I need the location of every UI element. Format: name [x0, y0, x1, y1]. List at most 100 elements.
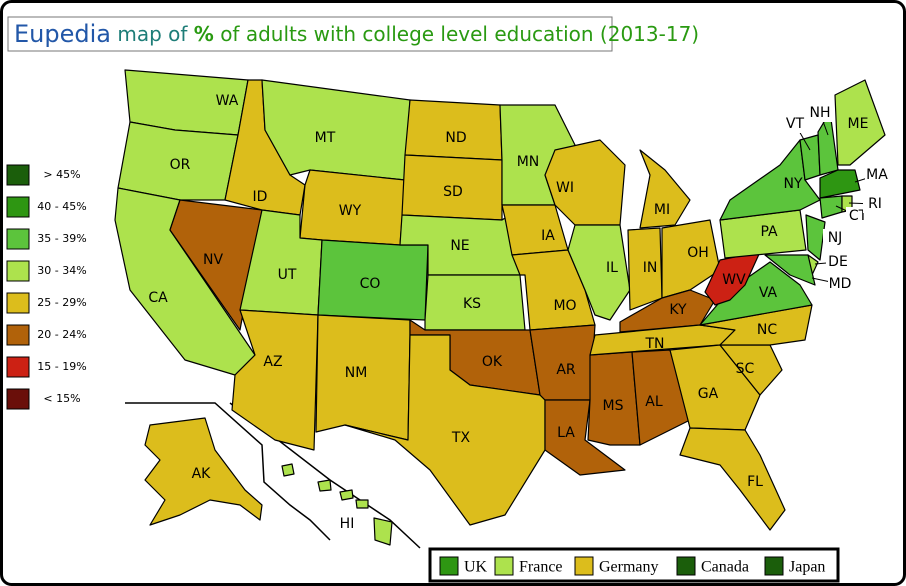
comparison-label: Canada	[701, 559, 749, 576]
state-label: TX	[451, 430, 471, 446]
state-label: TN	[644, 336, 664, 352]
state	[344, 334, 546, 526]
state-label: CO	[360, 276, 381, 292]
state-label: UT	[278, 267, 297, 283]
brand: Eupedia	[14, 20, 111, 48]
legend-label: 25 - 29%	[37, 296, 86, 309]
state	[317, 239, 429, 321]
state-label: KS	[463, 296, 481, 312]
state-label: FL	[747, 474, 763, 490]
comparison-swatch	[676, 556, 696, 576]
comparison-label: Germany	[599, 559, 659, 576]
legend-swatch	[6, 324, 30, 346]
states	[114, 69, 886, 546]
legend-label: 30 - 34%	[37, 264, 86, 277]
state-label: LA	[557, 425, 575, 441]
state-label: WY	[339, 203, 362, 219]
state-label: ND	[445, 130, 466, 146]
state-label: CA	[148, 290, 168, 306]
state-label: NE	[450, 238, 469, 254]
state	[281, 463, 295, 477]
legend-label: 20 - 24%	[37, 328, 86, 341]
state	[567, 224, 631, 321]
state	[834, 79, 886, 166]
state-label: OR	[170, 157, 191, 173]
state-label: IL	[606, 260, 618, 276]
state	[805, 214, 826, 261]
state-label: NV	[203, 252, 223, 268]
state-label: IA	[541, 228, 555, 244]
state	[669, 344, 761, 431]
state	[819, 169, 861, 199]
legend-label: 40 - 45%	[37, 200, 86, 213]
state-label: AR	[556, 362, 576, 378]
state-label: MD	[829, 276, 852, 292]
title-text: of adults with college level education (…	[220, 22, 699, 46]
state	[317, 479, 332, 492]
state-label: AL	[645, 394, 663, 410]
legend-label: < 15%	[43, 392, 80, 405]
legend-swatch	[6, 388, 30, 410]
title-highlight: %	[194, 22, 214, 46]
legend-swatch	[6, 196, 30, 218]
state-label: IN	[643, 260, 658, 276]
label-bg	[865, 166, 889, 184]
legend-swatch	[6, 164, 30, 186]
legend-swatch	[6, 292, 30, 314]
legend-swatch	[6, 356, 30, 378]
state-label: HI	[340, 516, 355, 532]
state-label: VT	[786, 116, 805, 132]
label-bg	[826, 253, 850, 271]
state-label: OK	[482, 354, 503, 370]
state-label: MS	[603, 398, 624, 414]
legend-swatch	[6, 228, 30, 250]
state-label: MA	[866, 167, 888, 183]
state-label: NY	[783, 176, 802, 192]
state-label: DE	[828, 254, 848, 270]
label-bg	[783, 115, 807, 133]
state-label: MN	[517, 154, 540, 170]
state-label: ME	[848, 116, 869, 132]
label-bg	[808, 104, 832, 122]
state	[719, 139, 821, 221]
state-label: NM	[345, 365, 368, 381]
comparison-swatch	[494, 556, 514, 576]
state	[661, 219, 721, 299]
state-label: ID	[253, 189, 268, 205]
state-label: CT	[849, 208, 868, 224]
state	[339, 489, 354, 501]
state	[679, 427, 786, 531]
state-label: WI	[556, 180, 574, 196]
state-label: MO	[553, 298, 576, 314]
comparison-swatch	[764, 556, 784, 576]
legend-label: 15 - 19%	[37, 360, 86, 373]
state	[169, 199, 263, 331]
state	[355, 499, 369, 509]
state-label: VA	[759, 285, 778, 301]
legend-label: 35 - 39%	[37, 232, 86, 245]
label-bg	[823, 229, 847, 247]
state-label: WA	[216, 93, 239, 109]
state-label: AK	[192, 466, 212, 482]
legend-swatch	[6, 260, 30, 282]
state	[704, 251, 761, 306]
state	[764, 254, 816, 286]
comparison-label: UK	[464, 559, 488, 576]
title-prefix: map of	[117, 22, 188, 46]
state-labels: WA OR CA NV ID MT WY UT CO AZ NM ND SD NE KS OK TX MN IA MO…	[148, 93, 889, 532]
state-label: PA	[760, 224, 778, 240]
legend-label: > 45%	[43, 168, 80, 181]
title: Eupedia map of % of adults with college …	[14, 20, 699, 48]
comparison-label: France	[519, 559, 563, 576]
label-bg	[828, 275, 852, 293]
state	[373, 517, 393, 546]
state	[639, 149, 691, 229]
state-label: SC	[736, 361, 755, 377]
state-label: OH	[687, 245, 709, 261]
state-label: SD	[443, 184, 463, 200]
comparison-swatch	[574, 556, 594, 576]
label-bg	[863, 195, 887, 213]
state-label: RI	[868, 196, 882, 212]
